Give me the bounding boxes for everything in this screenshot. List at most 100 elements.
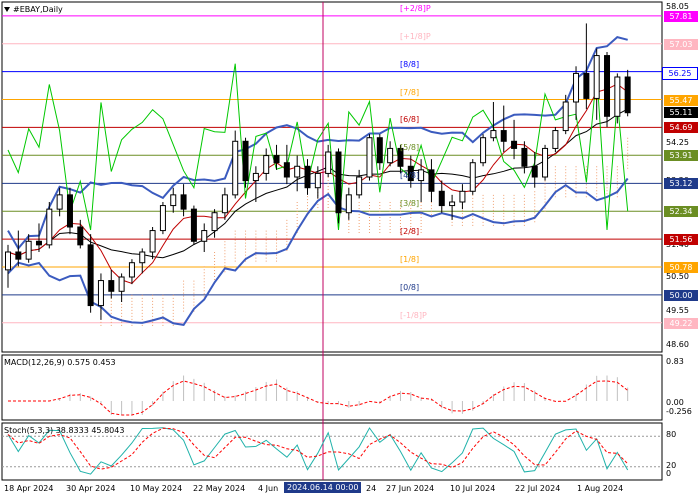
candle-body — [438, 190, 445, 207]
murrey-level-label: [-1/8]P — [400, 310, 427, 320]
macd-scale-bottom: -0.256 — [666, 407, 692, 416]
candle-body — [511, 140, 518, 149]
candle-body — [490, 130, 497, 139]
candle-body — [128, 262, 135, 278]
candle-body — [480, 137, 487, 164]
time-axis-tick: 18 Apr 2024 — [4, 484, 54, 493]
chart-title: #EBAY,Daily — [4, 5, 63, 14]
candle-body — [356, 176, 363, 196]
macd-label: MACD(12,26,9) 0.575 0.453 — [4, 358, 116, 367]
candle-body — [294, 165, 301, 178]
candle-body — [614, 76, 621, 117]
candle-body — [345, 194, 352, 214]
price-tag: 51.56 — [664, 234, 698, 246]
price-scale-tick: 58.05 — [666, 2, 689, 12]
candle-body — [531, 165, 538, 178]
candle-body — [180, 194, 187, 210]
candle-body — [211, 212, 218, 232]
candle-body — [263, 155, 270, 174]
price-tag: 55.47 — [664, 94, 698, 106]
candle-body — [283, 162, 290, 178]
murrey-level-label: [7/8] — [400, 87, 420, 97]
candle-body — [407, 165, 414, 182]
candle-body — [335, 151, 342, 214]
candle-body — [304, 165, 311, 189]
stoch-scale-0: 0 — [666, 469, 672, 478]
time-axis-tick: 24 — [366, 484, 377, 493]
murrey-level-label: [8/8] — [400, 59, 420, 69]
candle-body — [624, 76, 631, 114]
candle-body — [418, 169, 425, 182]
macd-scale-top: 0.83 — [666, 357, 684, 366]
bollinger-lower — [7, 177, 629, 326]
candle-body — [397, 147, 404, 167]
candle-body — [201, 230, 208, 242]
time-axis-tick: 1 Aug 2024 — [577, 484, 624, 493]
crosshair-date-label: 2024.06.14 00:00 — [284, 482, 362, 493]
candle-body — [449, 201, 456, 207]
candle-body — [25, 240, 32, 260]
stoch-panel-frame — [1, 422, 663, 481]
candle-body — [221, 194, 228, 214]
candle-body — [170, 194, 177, 207]
price-tag: 50.00 — [664, 289, 698, 301]
candle-body — [573, 72, 580, 103]
time-axis-tick: 22 Jul 2024 — [515, 484, 561, 493]
murrey-level-label: [+1/8]P — [400, 31, 431, 41]
candle-body — [552, 130, 559, 149]
candle-body — [593, 55, 600, 99]
stoch-main-line — [7, 427, 629, 475]
price-scale-tick: 54.25 — [666, 138, 689, 148]
murrey-level-label: [3/8] — [400, 199, 420, 209]
candle-body — [139, 251, 146, 264]
price-tag: 57.03 — [664, 38, 698, 50]
candle-body — [387, 147, 394, 164]
murrey-level-label: [2/8] — [400, 227, 420, 237]
candle-body — [562, 101, 569, 132]
macd-signal-line — [8, 380, 629, 416]
murrey-level-label: [1/8] — [400, 255, 420, 264]
candle-body — [97, 280, 104, 307]
price-scale-tick: 48.60 — [666, 339, 689, 349]
candle-body — [242, 140, 249, 182]
price-tag: 53.91 — [664, 150, 698, 162]
time-axis-tick: 4 Jun — [258, 484, 279, 493]
candle-body — [46, 208, 53, 246]
candle-body — [604, 55, 611, 117]
candle-body — [108, 280, 115, 292]
candle-body — [159, 205, 166, 232]
time-axis-tick: 27 Jun 2024 — [386, 484, 435, 493]
price-scale-tick: 50.50 — [666, 272, 689, 281]
candle-body — [366, 137, 373, 178]
candle-body — [583, 72, 590, 99]
price-tag: 57.81 — [664, 10, 698, 22]
collapse-triangle-icon[interactable] — [4, 7, 10, 12]
time-axis-tick: 30 Apr 2024 — [66, 484, 116, 493]
symbol-timeframe-label: #EBAY,Daily — [13, 5, 63, 14]
murrey-level-label: [+2/8]P — [400, 3, 431, 13]
candle-body — [428, 169, 435, 192]
price-tag: 50.78 — [664, 262, 698, 273]
candle-body — [87, 244, 94, 307]
candle-body — [5, 251, 11, 271]
time-axis-tick: 10 Jul 2024 — [450, 484, 496, 493]
macd-panel-frame — [1, 354, 663, 421]
murrey-level-label: [0/8] — [400, 282, 420, 292]
candle-body — [273, 155, 280, 164]
candle-body — [459, 190, 466, 203]
candle-body — [325, 151, 332, 174]
candle-body — [521, 147, 528, 167]
stoch-scale-80: 80 — [666, 430, 677, 439]
candle-body — [56, 194, 63, 210]
candle-body — [232, 140, 239, 196]
candle-body — [35, 240, 42, 246]
murrey-level-label: [6/8] — [400, 115, 420, 125]
time-axis-tick: 10 May 2024 — [130, 484, 183, 493]
murrey-level-label: [4/8] — [400, 171, 420, 181]
price-scale-tick: 49.55 — [666, 305, 689, 315]
candle-body — [314, 172, 321, 189]
candle-body — [376, 137, 383, 164]
macd-scale-zero: 0.00 — [666, 398, 684, 407]
